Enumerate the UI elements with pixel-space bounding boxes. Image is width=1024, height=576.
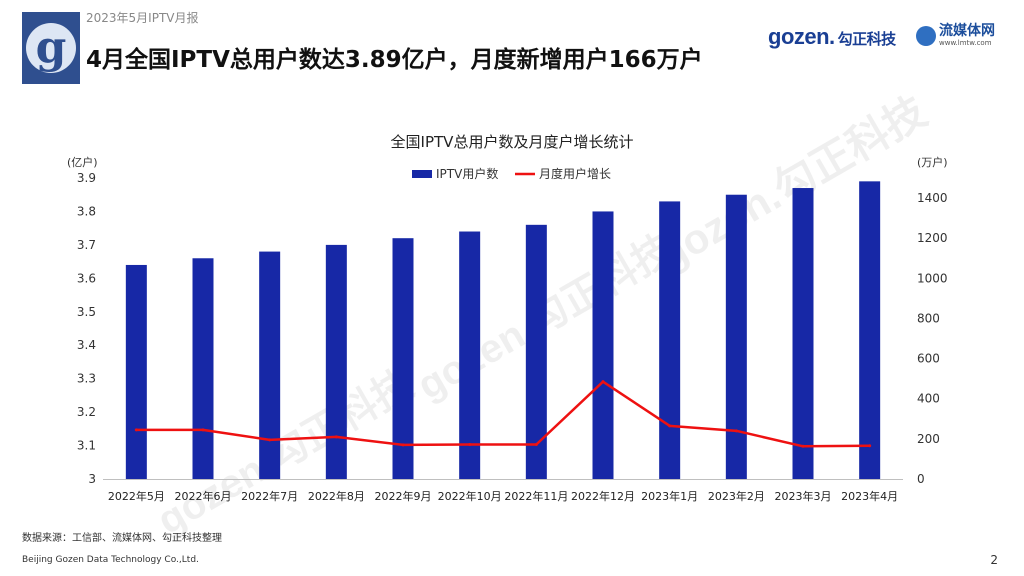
line-point-monthly-growth — [534, 442, 538, 446]
left-tick-label: 3.9 — [77, 171, 96, 185]
line-monthly-growth — [136, 380, 870, 448]
lmtw-brand-logo: 流媒体网 www.lmtw.com — [916, 24, 995, 47]
gozen-logo-badge: g — [22, 12, 80, 84]
x-tick-label: 2022年12月 — [571, 489, 635, 503]
lmtw-brand-cn: 流媒体网 — [939, 23, 995, 39]
line-point-monthly-growth — [601, 380, 605, 384]
left-tick-label: 3.1 — [77, 439, 96, 453]
line-point-monthly-growth — [134, 428, 138, 432]
x-tick-label: 2023年1月 — [641, 489, 698, 503]
line-point-monthly-growth — [334, 435, 338, 439]
x-tick-label: 2022年8月 — [308, 489, 365, 503]
right-tick-label: 400 — [917, 392, 940, 406]
left-tick-label: 3.6 — [77, 271, 96, 285]
line-point-monthly-growth — [801, 444, 805, 448]
bar-iptv-users — [859, 181, 881, 479]
line-point-monthly-growth — [868, 444, 872, 448]
data-source-note: 数据来源：工信部、流媒体网、勾正科技整理 — [22, 533, 222, 544]
gozen-brand-en: gozen. — [768, 24, 835, 49]
lmtw-brand-url: www.lmtw.com — [939, 39, 992, 47]
x-tick-label: 2022年5月 — [108, 489, 165, 503]
x-tick-label: 2022年6月 — [175, 489, 232, 503]
line-point-monthly-growth — [468, 442, 472, 446]
x-tick-label: 2022年11月 — [504, 489, 568, 503]
x-tick-label: 2023年4月 — [841, 489, 898, 503]
legend-swatch-iptv-users — [412, 170, 432, 178]
bar-iptv-users — [325, 244, 347, 479]
gozen-g-icon: g — [26, 23, 76, 73]
line-point-monthly-growth — [268, 438, 272, 442]
right-tick-label: 800 — [917, 311, 940, 325]
x-tick-label: 2022年10月 — [438, 489, 502, 503]
right-tick-label: 600 — [917, 352, 940, 366]
line-point-monthly-growth — [201, 428, 205, 432]
left-tick-label: 3.2 — [77, 405, 96, 419]
left-tick-label: 3 — [88, 472, 96, 486]
line-point-monthly-growth — [668, 424, 672, 428]
left-tick-label: 3.5 — [77, 305, 96, 319]
bar-iptv-users — [259, 251, 281, 479]
gozen-brand-logo: gozen. 勾正科技 — [768, 24, 896, 50]
right-tick-label: 0 — [917, 472, 925, 486]
x-tick-label: 2023年2月 — [708, 489, 765, 503]
left-tick-label: 3.4 — [77, 338, 96, 352]
right-tick-label: 1400 — [917, 191, 948, 205]
right-tick-label: 200 — [917, 432, 940, 446]
bar-iptv-users — [392, 238, 414, 479]
chart-title: 全国IPTV总用户数及月度户增长统计 — [391, 133, 634, 151]
line-point-monthly-growth — [734, 429, 738, 433]
bar-iptv-users — [659, 201, 681, 479]
legend-label-iptv-users: IPTV用户数 — [436, 166, 498, 181]
bar-iptv-users — [592, 211, 614, 479]
company-footer: Beijing Gozen Data Technology Co.,Ltd. — [22, 555, 199, 565]
right-axis-label: (万户) — [917, 155, 948, 169]
bar-iptv-users — [725, 194, 747, 479]
page-title: 4月全国IPTV总用户数达3.89亿户，月度新增用户166万户 — [86, 47, 703, 73]
bar-iptv-users — [525, 224, 547, 479]
left-tick-label: 3.7 — [77, 238, 96, 252]
lmtw-logo-icon — [916, 25, 936, 46]
left-tick-label: 3.3 — [77, 372, 96, 386]
report-subtitle: 2023年5月IPTV月报 — [86, 11, 199, 25]
x-tick-label: 2022年9月 — [375, 489, 432, 503]
legend-label-monthly-growth: 月度用户增长 — [539, 166, 611, 181]
x-tick-label: 2022年7月 — [241, 489, 298, 503]
right-tick-label: 1200 — [917, 231, 948, 245]
bar-iptv-users — [125, 264, 147, 479]
line-point-monthly-growth — [401, 443, 405, 447]
bar-iptv-users — [459, 231, 481, 479]
left-axis-label: (亿户) — [67, 155, 98, 169]
page-number: 2 — [990, 553, 998, 567]
bar-iptv-users — [792, 188, 814, 480]
right-tick-label: 1000 — [917, 271, 948, 285]
left-tick-label: 3.8 — [77, 204, 96, 218]
gozen-brand-cn: 勾正科技 — [837, 31, 897, 48]
bar-iptv-users — [192, 258, 214, 479]
x-tick-label: 2023年3月 — [775, 489, 832, 503]
